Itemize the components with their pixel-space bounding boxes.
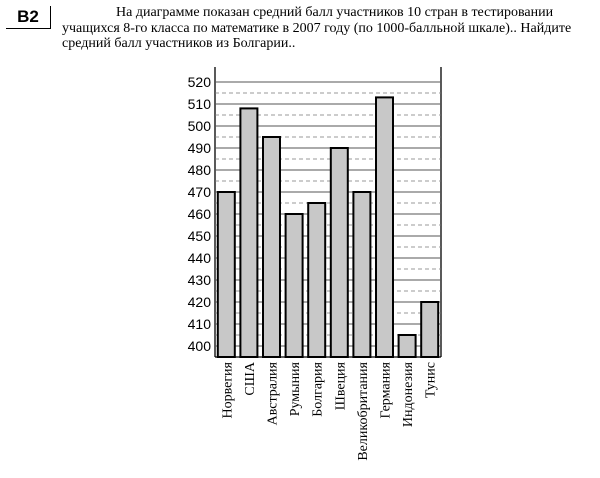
x-tick-label: США	[243, 361, 258, 395]
x-tick-label: Румыния	[288, 361, 303, 416]
bar-8	[375, 96, 394, 359]
y-tick-label: 430	[188, 272, 212, 288]
task-number-label: B2	[6, 6, 51, 29]
y-tick-label: 500	[188, 118, 212, 134]
y-tick-label: 520	[188, 74, 212, 90]
bar-9	[397, 334, 417, 358]
bar-5	[307, 202, 327, 358]
y-tick-label: 420	[188, 294, 212, 310]
chart-bars	[216, 96, 440, 359]
y-tick-label: 410	[188, 316, 212, 332]
bar-1	[216, 191, 236, 358]
y-tick-label: 400	[188, 338, 212, 354]
chart-x-tick-labels: Норвегия США Австралия Румыния Болгария Швеци…	[220, 361, 438, 461]
x-tick-label: Индонезия	[401, 361, 416, 427]
bar-10	[420, 301, 440, 358]
bar-3	[262, 136, 281, 358]
y-tick-label: 450	[188, 228, 212, 244]
chart-y-tick-labels: 400 410 420 430 440 450 460 470 480 490 500 510 520	[188, 74, 212, 354]
x-tick-label: Тунис	[424, 362, 439, 398]
bar-4	[284, 213, 304, 358]
y-tick-label: 470	[188, 184, 212, 200]
task-question-text: На диаграмме показан средний балл участн…	[62, 5, 572, 51]
y-tick-label: 480	[188, 162, 212, 178]
y-tick-label: 490	[188, 140, 212, 156]
bar-6	[329, 147, 349, 358]
bar-2	[239, 107, 259, 359]
y-tick-label: 460	[188, 206, 212, 222]
x-tick-label: Великобритания	[356, 361, 371, 460]
x-tick-label: Австралия	[266, 361, 281, 425]
y-tick-label: 510	[188, 96, 212, 112]
x-tick-label: Швеция	[333, 361, 348, 410]
x-tick-label: Германия	[379, 361, 394, 418]
x-tick-label: Болгария	[311, 361, 326, 416]
x-tick-label: Норвегия	[220, 361, 235, 418]
bar-7	[352, 191, 372, 358]
y-tick-label: 440	[188, 250, 212, 266]
